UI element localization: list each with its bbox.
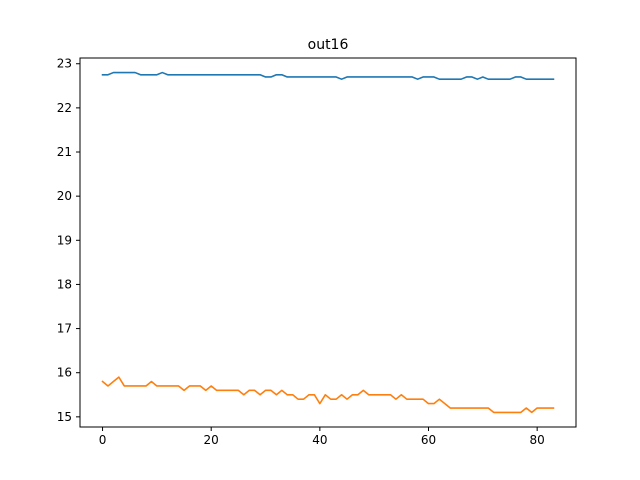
y-tick-label: 18 — [57, 277, 72, 291]
x-tick-label: 60 — [421, 433, 436, 447]
y-tick-label: 19 — [57, 233, 72, 247]
y-tick-label: 22 — [57, 101, 72, 115]
plot-area: 0 20 40 60 80 15 16 17 18 19 20 21 22 23 — [57, 57, 577, 447]
x-tick-label: 40 — [312, 433, 327, 447]
chart-title: out16 — [308, 37, 349, 53]
series-line-1 — [101, 71, 555, 80]
series-line-2 — [101, 376, 555, 414]
y-tick-label: 21 — [57, 145, 72, 159]
axes-frame — [79, 57, 577, 428]
y-tick-label: 20 — [57, 189, 72, 203]
x-tick-label: 0 — [99, 433, 107, 447]
y-tick-label: 15 — [57, 410, 72, 424]
y-tick-label: 23 — [57, 57, 72, 71]
y-tick-label: 17 — [57, 322, 72, 336]
y-tick-label: 16 — [57, 366, 72, 380]
x-tick-label: 20 — [204, 433, 219, 447]
x-tick-label: 80 — [530, 433, 545, 447]
